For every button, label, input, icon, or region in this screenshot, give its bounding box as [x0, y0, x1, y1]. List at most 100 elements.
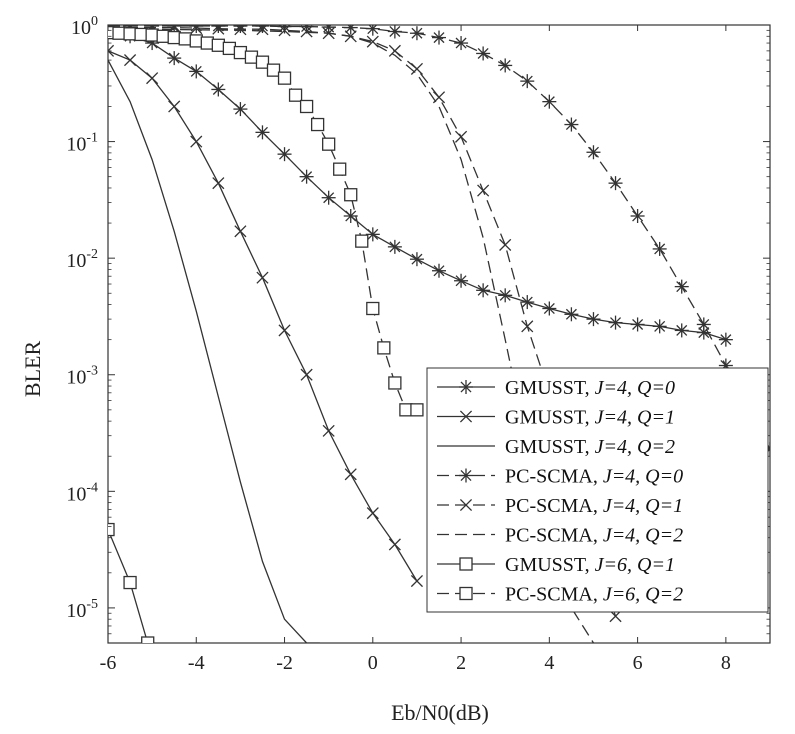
marker-asterisk-d2 [256, 126, 268, 138]
marker-square [355, 234, 369, 248]
marker-x-d2 [300, 25, 313, 38]
x-axis-label: Eb/N0(dB) [391, 700, 489, 725]
marker-asterisk-d2 [477, 284, 489, 296]
marker-asterisk-d2 [698, 327, 710, 339]
marker-asterisk-d2 [676, 281, 688, 293]
marker-square [459, 586, 473, 601]
marker-x-d2 [168, 100, 181, 113]
marker-square [399, 403, 413, 417]
marker-x-d2 [459, 410, 473, 423]
marker-x-d2 [410, 574, 423, 588]
marker-square [377, 341, 391, 355]
legend-entry: PC-SCMA, J=4, Q=0 [437, 466, 683, 488]
legend-box [426, 367, 769, 613]
y-tick-label: 10-2 [66, 247, 98, 272]
marker-x-d2 [366, 507, 379, 520]
marker-square [112, 26, 126, 40]
legend-entry: GMUSST, J=4, Q=2 [437, 436, 675, 458]
legend-entry: PC-SCMA, J=6, Q=2 [437, 584, 683, 606]
marker-asterisk-d2 [455, 275, 467, 287]
marker-x-d2 [212, 177, 225, 190]
y-tick-label: 10-4 [66, 480, 98, 505]
y-tick-label: 10-3 [66, 364, 98, 389]
marker-asterisk-d2 [698, 318, 710, 330]
marker-x-d2 [190, 135, 203, 148]
x-tick-label: 4 [544, 652, 554, 674]
marker-square [344, 188, 358, 202]
marker-x-d2 [410, 62, 423, 75]
marker-asterisk-d2 [279, 148, 291, 160]
marker-square [266, 63, 281, 77]
x-tick-label: 6 [633, 652, 643, 674]
axes-frame [107, 24, 771, 644]
legend-label: PC-SCMA, J=4, Q=1 [505, 495, 683, 517]
marker-x-d2 [212, 25, 223, 35]
marker-square [310, 117, 325, 132]
marker-square [459, 557, 473, 571]
marker-x-d2 [108, 44, 115, 52]
marker-asterisk-d2 [433, 265, 445, 277]
marker-asterisk-d2 [521, 75, 533, 87]
marker-square [178, 32, 192, 46]
marker-asterisk-d2 [632, 210, 644, 222]
y-axis-label: BLER [20, 341, 45, 398]
marker-asterisk-d2 [234, 103, 246, 115]
marker-square [211, 38, 225, 52]
legend-label: PC-SCMA, J=4, Q=2 [505, 525, 683, 547]
marker-asterisk-d2 [389, 241, 401, 253]
marker-asterisk-d2 [389, 25, 401, 37]
marker-square [123, 27, 137, 41]
marker-square [222, 41, 237, 56]
marker-square [189, 34, 203, 48]
marker-square [244, 50, 259, 64]
marker-asterisk-d2 [345, 210, 357, 222]
legend-label: GMUSST, J=4, Q=0 [505, 377, 675, 399]
marker-asterisk-d2 [720, 334, 732, 346]
marker-square [141, 636, 155, 643]
marker-x-d2 [521, 320, 534, 333]
marker-asterisk-d2 [345, 25, 355, 34]
marker-square [410, 403, 424, 417]
marker-asterisk-d2 [587, 313, 599, 325]
marker-x-d2 [459, 498, 473, 512]
marker-square [333, 162, 347, 176]
marker-asterisk-d2 [460, 470, 472, 481]
legend-label: GMUSST, J=4, Q=2 [505, 436, 675, 458]
marker-square [277, 71, 292, 85]
marker-square [145, 28, 159, 42]
marker-square [299, 99, 314, 114]
x-tick-label: -2 [276, 652, 293, 674]
marker-x-d2 [300, 368, 313, 381]
marker-x-d2 [278, 324, 291, 337]
marker-asterisk-d2 [301, 171, 313, 183]
marker-asterisk-d2 [521, 296, 533, 308]
marker-x-d2 [366, 35, 379, 48]
marker-x-d2 [344, 468, 357, 481]
marker-asterisk-d2 [610, 177, 622, 189]
marker-x-d2 [234, 25, 246, 36]
legend-label: GMUSST, J=6, Q=1 [505, 554, 675, 576]
marker-asterisk-d2 [543, 303, 555, 315]
marker-x-d2 [322, 424, 335, 437]
legend-entry: GMUSST, J=4, Q=0 [437, 377, 675, 399]
marker-asterisk-d2 [610, 317, 622, 329]
marker-x-d2 [455, 130, 468, 143]
marker-x-d2 [499, 238, 512, 251]
marker-x-d2 [234, 225, 247, 238]
marker-square [388, 376, 402, 390]
legend-label: GMUSST, J=4, Q=1 [505, 407, 675, 429]
marker-asterisk-d2 [632, 318, 644, 330]
marker-asterisk-d2 [587, 146, 599, 158]
marker-asterisk-d2 [411, 27, 423, 39]
marker-square [134, 27, 148, 42]
x-tick-label: 2 [456, 652, 466, 674]
marker-asterisk-d2 [543, 96, 555, 108]
marker-square [108, 522, 115, 537]
marker-asterisk-d2 [460, 381, 472, 393]
marker-asterisk-d2 [323, 192, 335, 204]
marker-x-d2 [388, 538, 401, 551]
legend: GMUSST, J=4, Q=0 GMUSST, J=4, Q=1 GMUSST, … [426, 367, 769, 613]
series-line [108, 26, 617, 617]
marker-asterisk-d2 [676, 324, 688, 336]
